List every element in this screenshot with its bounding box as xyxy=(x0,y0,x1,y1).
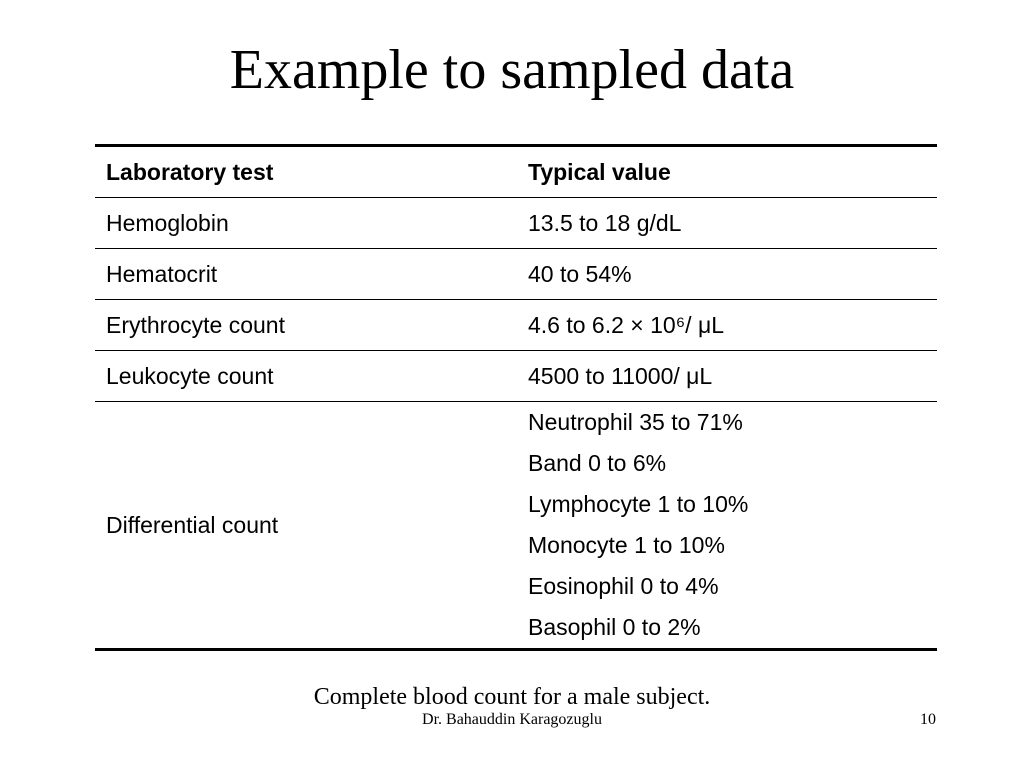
header-text: Laboratory test xyxy=(106,158,274,185)
cell-text: Leukocyte count xyxy=(106,362,274,389)
cell-text: Hematocrit xyxy=(106,260,218,287)
table-cell: Leukocyte count xyxy=(95,351,517,401)
table-cell: Differential count xyxy=(95,402,517,648)
cell-line: Eosinophil 0 to 4% xyxy=(528,573,719,599)
footer-author: Dr. Bahauddin Karagozuglu xyxy=(422,711,602,728)
header-text: Typical value xyxy=(528,158,671,185)
cell-line: Neutrophil 35 to 71% xyxy=(528,409,743,435)
table-row: Differential count Neutrophil 35 to 71% Ba… xyxy=(95,401,937,648)
cell-text: 40 to 54% xyxy=(528,260,632,287)
cell-line: Lymphocyte 1 to 10% xyxy=(528,491,749,517)
header-row: Laboratory test Typical value xyxy=(95,147,937,197)
slide-title: Example to sampled data xyxy=(229,39,795,101)
cell-text: Hemoglobin xyxy=(106,209,229,236)
table: Laboratory test Typical value Hemoglobin 13… xyxy=(95,144,937,651)
table-cell: 13.5 to 18 g/dL xyxy=(517,198,937,248)
page-number: 10 xyxy=(920,711,936,728)
cell-line: Monocyte 1 to 10% xyxy=(528,532,725,558)
table-cell: 40 to 54% xyxy=(517,249,937,299)
caption: Complete blood count for a male subject. xyxy=(313,684,711,710)
cell-text: 4500 to 11000/ μL xyxy=(528,362,713,389)
table-cell: Hematocrit xyxy=(95,249,517,299)
table-cell: Erythrocyte count xyxy=(95,300,517,350)
table-cell: 4.6 to 6.2 × 10⁶/ μL xyxy=(517,300,937,350)
table-row: Hematocrit 40 to 54% xyxy=(95,248,937,299)
cell-text: 13.5 to 18 g/dL xyxy=(528,209,682,236)
table-cell: Hemoglobin xyxy=(95,198,517,248)
table-row: Hemoglobin 13.5 to 18 g/dL xyxy=(95,197,937,248)
cell-text: 4.6 to 6.2 × 10⁶/ μL xyxy=(528,311,724,338)
cell-line: Basophil 0 to 2% xyxy=(528,614,701,640)
table-cell: Neutrophil 35 to 71% Band 0 to 6% Lymphocy… xyxy=(517,402,937,648)
cell-text: Differential count xyxy=(106,511,279,538)
cell-text: Erythrocyte count xyxy=(106,311,285,338)
table-row: Leukocyte count 4500 to 11000/ μL xyxy=(95,350,937,401)
header-cell: Typical value xyxy=(517,147,937,197)
cell-line: Band 0 to 6% xyxy=(528,450,667,476)
table-cell: 4500 to 11000/ μL xyxy=(517,351,937,401)
table-row: Erythrocyte count 4.6 to 6.2 × 10⁶/ μL xyxy=(95,299,937,350)
header-cell: Laboratory test xyxy=(95,147,517,197)
